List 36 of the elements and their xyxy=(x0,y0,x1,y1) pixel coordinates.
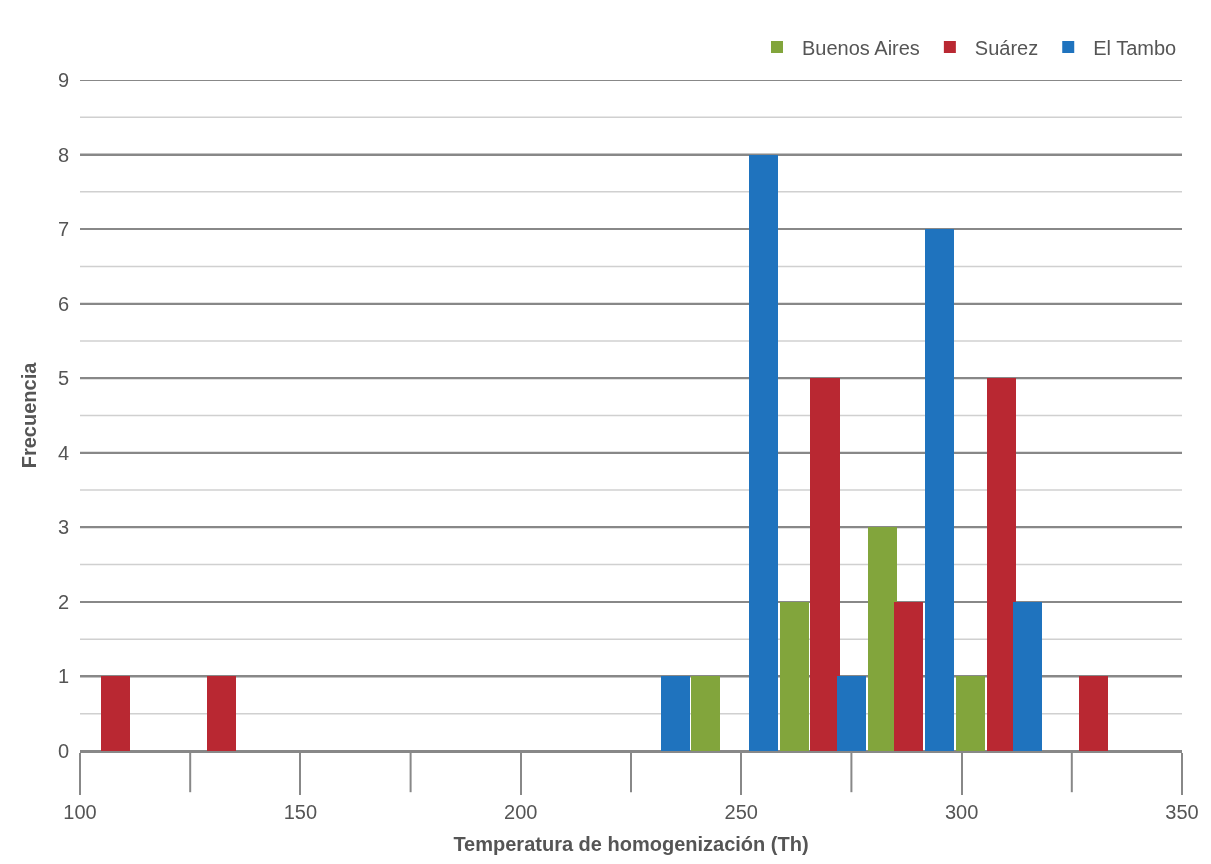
x-tick-label: 200 xyxy=(504,801,538,823)
x-tick-label: 300 xyxy=(944,801,979,823)
y-tick-label: 3 xyxy=(57,516,69,539)
bar xyxy=(894,602,923,751)
bar xyxy=(1013,602,1042,751)
y-tick-label: 4 xyxy=(57,441,69,464)
y-tick-label: 1 xyxy=(57,665,69,688)
bar xyxy=(1079,676,1108,751)
bar xyxy=(810,378,840,751)
bar xyxy=(780,602,809,751)
bar xyxy=(691,676,720,751)
y-tick-label: 9 xyxy=(57,69,69,91)
y-axis-title: Frecuencia xyxy=(18,361,41,469)
bar xyxy=(661,676,690,751)
x-axis-title: Temperatura de homogenización (Th) xyxy=(453,833,809,855)
y-tick-label: 8 xyxy=(57,143,69,166)
bar xyxy=(987,378,1016,751)
bar xyxy=(956,676,985,751)
x-tick-label: 250 xyxy=(724,801,758,823)
y-tick-label: 7 xyxy=(57,218,69,241)
bar xyxy=(837,676,866,751)
bar xyxy=(749,155,778,751)
y-tick-label: 2 xyxy=(57,590,69,613)
x-tick-label: 150 xyxy=(283,801,318,823)
bar xyxy=(925,229,954,751)
bar xyxy=(207,676,236,751)
legend-label: Suárez xyxy=(974,36,1039,59)
y-tick-label: 5 xyxy=(57,367,69,390)
legend-label: Buenos Aires xyxy=(802,36,920,59)
x-tick-label: 350 xyxy=(1165,801,1199,823)
bar xyxy=(101,676,130,751)
x-tick-label: 100 xyxy=(63,801,97,823)
y-tick-label: 0 xyxy=(57,740,69,762)
y-tick-label: 6 xyxy=(57,292,69,315)
bar xyxy=(868,527,897,751)
legend-label: El Tambo xyxy=(1093,36,1177,59)
